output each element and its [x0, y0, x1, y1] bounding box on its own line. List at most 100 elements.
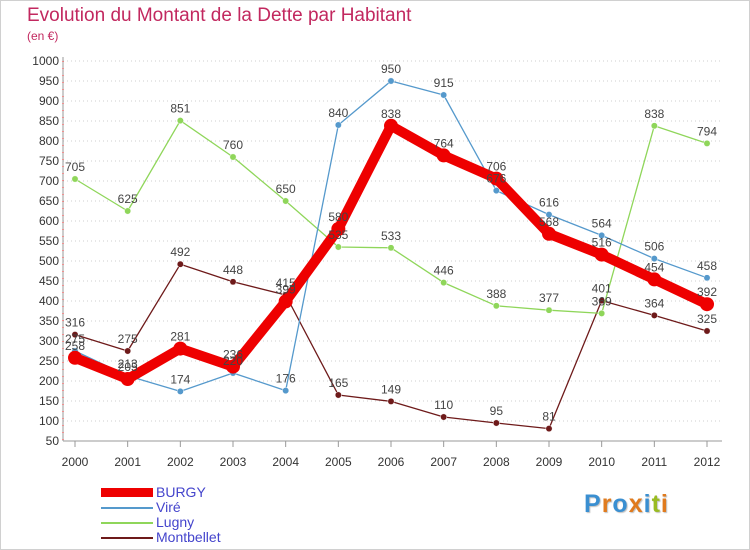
- data-label: 81: [542, 410, 556, 424]
- y-tick-label: 900: [39, 94, 59, 108]
- x-tick-label: 2006: [378, 455, 405, 469]
- data-label: 176: [276, 372, 296, 386]
- data-label: 275: [118, 332, 138, 346]
- data-label: 568: [539, 215, 559, 229]
- y-tick-label: 250: [39, 354, 59, 368]
- data-label: 316: [65, 316, 85, 330]
- data-point: [176, 260, 184, 268]
- x-tick-label: 2007: [430, 455, 457, 469]
- data-label: 625: [118, 192, 138, 206]
- data-point: [703, 327, 711, 335]
- data-point: [71, 175, 79, 183]
- data-label: 388: [486, 287, 506, 301]
- data-label: 377: [539, 291, 559, 305]
- data-label: 95: [490, 404, 504, 418]
- data-point: [594, 247, 609, 262]
- data-point: [334, 391, 342, 399]
- data-point: [278, 294, 293, 309]
- data-point: [440, 91, 448, 99]
- logo-letter: t: [651, 490, 661, 518]
- data-label: 149: [381, 382, 401, 396]
- y-tick-label: 650: [39, 194, 59, 208]
- data-label: 220: [223, 354, 243, 368]
- legend-item: Viré: [101, 500, 301, 515]
- data-point: [124, 207, 132, 215]
- x-tick-label: 2009: [536, 455, 563, 469]
- data-label: 165: [328, 376, 348, 390]
- logo-letter: r: [601, 490, 613, 518]
- y-tick-label: 850: [39, 114, 59, 128]
- data-point: [700, 297, 714, 312]
- data-point: [334, 121, 342, 129]
- data-label: 281: [170, 330, 190, 344]
- data-point: [176, 117, 184, 125]
- data-point: [229, 278, 237, 286]
- y-tick-label: 750: [39, 154, 59, 168]
- x-tick-label: 2002: [167, 455, 194, 469]
- data-point: [542, 226, 556, 241]
- data-label: 275: [65, 332, 85, 346]
- data-label: 616: [539, 196, 559, 210]
- data-label: 516: [592, 236, 612, 250]
- data-label: 533: [381, 229, 401, 243]
- data-label: 401: [592, 282, 612, 296]
- y-tick-label: 400: [39, 294, 59, 308]
- legend-swatch: [101, 522, 153, 524]
- data-point: [68, 350, 82, 365]
- data-point: [282, 197, 290, 205]
- legend-swatch: [101, 537, 153, 539]
- legend-item: Lugny: [101, 515, 301, 530]
- data-label: 213: [118, 357, 138, 371]
- data-point: [226, 359, 240, 374]
- x-tick-label: 2005: [325, 455, 352, 469]
- data-point: [436, 148, 451, 163]
- y-tick-label: 50: [46, 434, 60, 448]
- data-label: 415: [276, 276, 296, 290]
- y-tick-label: 600: [39, 214, 59, 228]
- data-point: [387, 244, 395, 252]
- data-label: 764: [434, 136, 454, 150]
- data-point: [650, 255, 658, 263]
- x-tick-label: 2004: [272, 455, 299, 469]
- data-label: 492: [170, 245, 190, 259]
- data-label: 851: [170, 102, 190, 116]
- data-point: [545, 425, 553, 433]
- data-label: 535: [328, 228, 348, 242]
- y-tick-label: 1000: [32, 54, 59, 68]
- legend-item: BURGY: [101, 485, 301, 500]
- y-tick-label: 550: [39, 234, 59, 248]
- data-point: [440, 413, 448, 421]
- data-label: 448: [223, 263, 243, 277]
- data-label: 580: [328, 210, 348, 224]
- logo-letter: P: [584, 490, 602, 518]
- data-point: [703, 139, 711, 147]
- y-tick-label: 350: [39, 314, 59, 328]
- data-label: 110: [434, 398, 453, 412]
- chart-subtitle: (en €): [27, 29, 59, 43]
- data-point: [647, 272, 662, 287]
- data-label: 325: [697, 312, 717, 326]
- data-label: 458: [697, 259, 717, 273]
- data-label: 258: [65, 339, 85, 353]
- data-label: 364: [644, 296, 664, 310]
- data-point: [492, 302, 500, 310]
- data-label: 950: [381, 62, 401, 76]
- y-tick-label: 800: [39, 134, 59, 148]
- data-label: 676: [486, 172, 506, 186]
- x-tick-label: 2010: [588, 455, 615, 469]
- data-point: [334, 243, 342, 251]
- data-label: 564: [592, 216, 612, 230]
- proxiti-logo: Proxiti: [584, 490, 669, 519]
- y-tick-label: 500: [39, 254, 59, 268]
- y-tick-label: 200: [39, 374, 59, 388]
- data-point: [124, 347, 132, 355]
- data-label: 705: [65, 160, 85, 174]
- chart-title: Evolution du Montant de la Dette par Hab…: [27, 5, 412, 26]
- data-point: [545, 211, 553, 219]
- data-point: [489, 171, 504, 186]
- x-tick-label: 2003: [220, 455, 247, 469]
- data-point: [703, 274, 711, 282]
- data-label: 706: [486, 160, 506, 174]
- legend-label: Lugny: [156, 514, 195, 530]
